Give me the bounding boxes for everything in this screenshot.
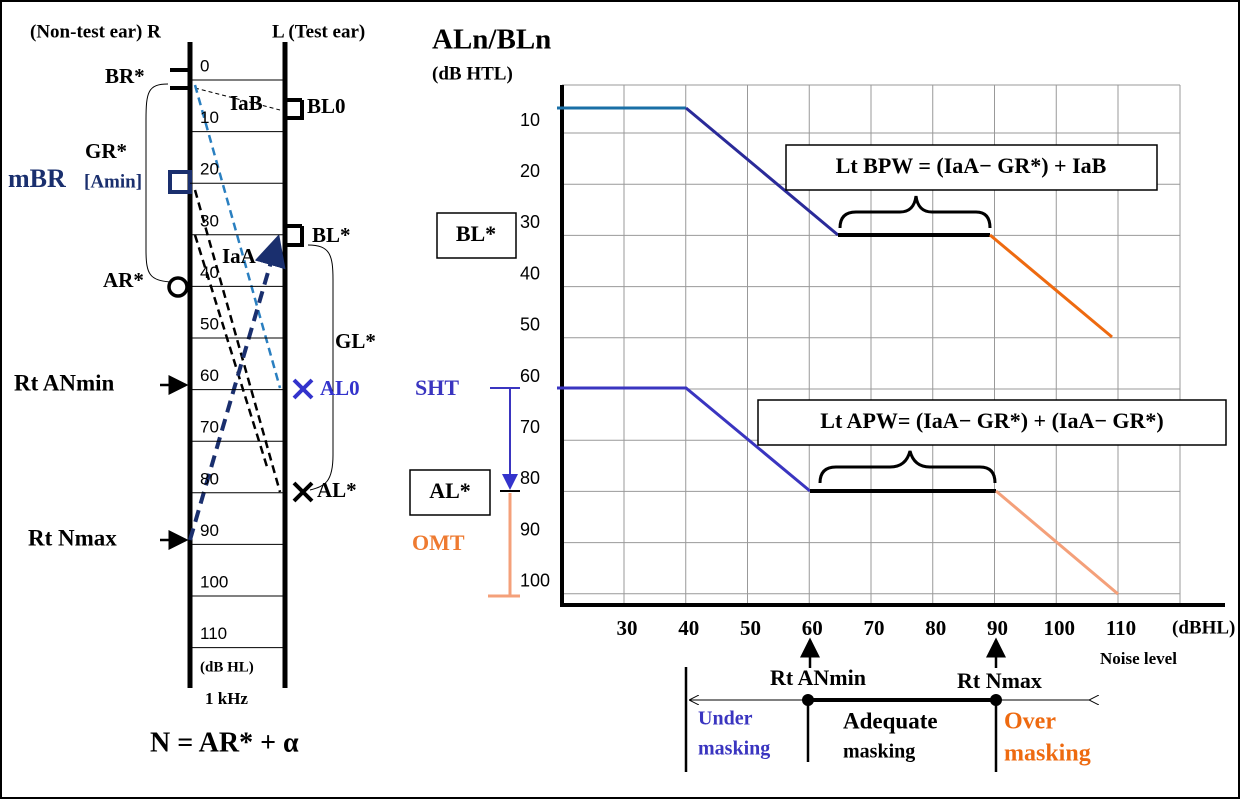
- dashed-path: [193, 234, 270, 471]
- level-label: 10: [200, 108, 219, 127]
- label-box: [436, 212, 517, 259]
- x-level-label: 100: [1044, 616, 1076, 640]
- y-level-label: 80: [520, 468, 540, 488]
- level-label: 110: [200, 624, 227, 643]
- bracket: [307, 244, 334, 491]
- level-label: 80: [200, 469, 219, 488]
- gr-label: GR*: [85, 139, 127, 163]
- adequate-masking: masking: [843, 741, 915, 763]
- level-label: 30: [200, 211, 219, 230]
- level-label: 70: [200, 418, 219, 437]
- y-level-label: 10: [520, 110, 540, 130]
- unit: (dB HL): [200, 659, 254, 675]
- bl-box: BL*: [456, 221, 496, 246]
- bpw-formula: Lt BPW = (IaA− GR*) + IaB: [836, 153, 1107, 178]
- al0-label: AL0: [320, 376, 360, 400]
- left-panel: (Non-test ear) R L (Test ear) (dB HL) 1 …: [8, 21, 376, 758]
- left-ear-label: L (Test ear): [272, 21, 365, 42]
- brace: [818, 450, 997, 484]
- y-level-label: 70: [520, 417, 540, 437]
- y-title: ALn/BLn: [432, 24, 551, 56]
- level-label: 100: [200, 572, 228, 591]
- frequency: 1 kHz: [205, 689, 248, 708]
- iab-path: [194, 87, 281, 111]
- level-label: 0: [200, 56, 209, 75]
- x-level-label: 90: [987, 616, 1008, 640]
- y-level-label: 60: [520, 366, 540, 386]
- iaa-label: IaA: [222, 244, 257, 268]
- al-box: AL*: [429, 478, 471, 503]
- formula-box: [785, 144, 1158, 191]
- x-title: Noise level: [1100, 649, 1177, 668]
- rt-nmax-label: Rt Nmax: [28, 525, 117, 550]
- level-label: 50: [200, 314, 219, 333]
- under-masking: masking: [698, 738, 770, 760]
- bl-overmasking: [989, 233, 1113, 339]
- x-level-label: 50: [740, 616, 761, 640]
- dot: [802, 694, 814, 706]
- br-label: BR*: [105, 64, 145, 88]
- al-label: AL*: [317, 478, 357, 502]
- al-curve: [557, 386, 811, 493]
- over-masking: Over: [1004, 709, 1056, 735]
- dot: [990, 694, 1002, 706]
- apw-formula: Lt APW= (IaA− GR*) + (IaA− GR*): [820, 408, 1163, 433]
- br-symbol: [170, 68, 192, 90]
- y-level-label: 90: [520, 519, 540, 539]
- level-label: 60: [200, 366, 219, 385]
- gl-label: GL*: [335, 329, 376, 353]
- al-symbol: [292, 481, 314, 503]
- rt-anmin: Rt ANmin: [770, 665, 866, 690]
- x-level-label: 60: [802, 616, 823, 640]
- brace: [838, 195, 992, 229]
- bl0-label: BL0: [307, 94, 346, 118]
- y-level-label: 100: [520, 571, 550, 591]
- x-level-label: 110: [1106, 616, 1136, 640]
- y-level-label: 40: [520, 263, 540, 283]
- formula-box: [757, 399, 1227, 446]
- x-level-label: 30: [617, 616, 638, 640]
- level-label: 90: [200, 521, 219, 540]
- y-unit: (dB HTL): [432, 63, 513, 84]
- amin-label: [Amin]: [84, 171, 142, 192]
- over-masking: masking: [1004, 741, 1091, 767]
- y-level-label: 20: [520, 161, 540, 181]
- mbr-label: mBR: [8, 164, 66, 193]
- right-panel: ALn/BLn (dB HTL) 10 20 30 40 50 60 70 80 90 100 30…: [409, 24, 1235, 772]
- level-label: 20: [200, 160, 219, 179]
- rt-nmax: Rt Nmax: [957, 668, 1042, 693]
- x-level-label: 80: [925, 616, 946, 640]
- bl-curve: [685, 106, 839, 237]
- right-ear-label: (Non-test ear) R: [30, 21, 161, 42]
- y-level-label: 50: [520, 315, 540, 335]
- bl0-symbol: [285, 98, 304, 120]
- bl-symbol: [285, 224, 304, 247]
- rt-anmin-label: Rt ANmin: [14, 370, 115, 395]
- x-level-label: 40: [678, 616, 699, 640]
- bl-label: BL*: [312, 223, 351, 247]
- adequate-masking: Adequate: [843, 708, 938, 733]
- sht-label: SHT: [415, 375, 459, 400]
- masking-path: [188, 234, 286, 541]
- level-label: 40: [200, 263, 219, 282]
- ar-label: AR*: [103, 268, 144, 292]
- al0-symbol: [292, 378, 314, 400]
- under-masking: Under: [698, 708, 753, 730]
- label-box: [409, 469, 491, 516]
- x-level-label: 70: [864, 616, 885, 640]
- al-overmasking: [995, 489, 1119, 596]
- formula: N = AR* + α: [150, 727, 299, 758]
- ar-symbol: [167, 276, 189, 298]
- bracket: [145, 83, 171, 283]
- mbr-symbol: [168, 170, 192, 194]
- x-unit: (dBHL): [1172, 617, 1235, 638]
- omt-label: OMT: [412, 530, 465, 555]
- y-level-label: 30: [520, 212, 540, 232]
- iab-label: IaB: [230, 91, 263, 115]
